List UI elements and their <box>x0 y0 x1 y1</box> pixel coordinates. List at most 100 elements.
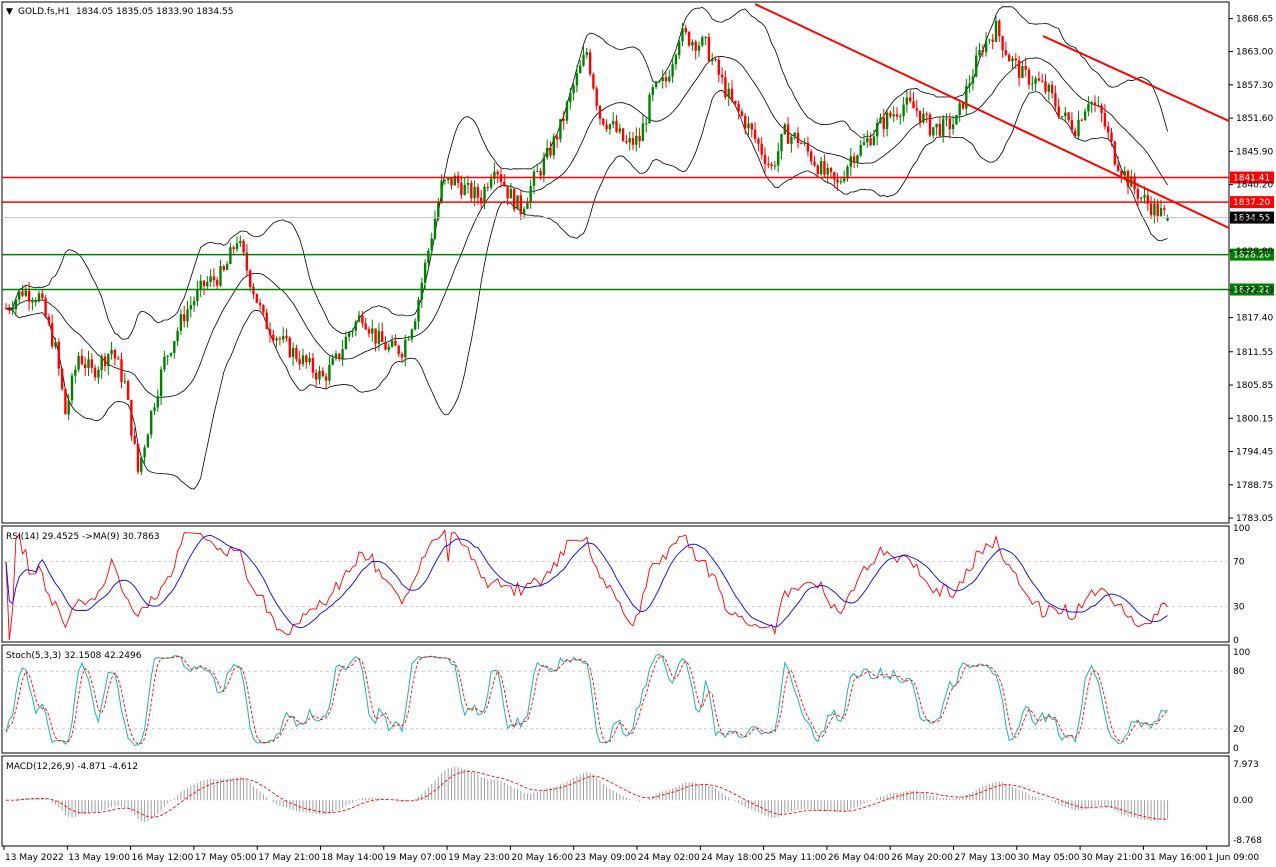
candle-body <box>529 186 532 203</box>
candle-body <box>641 123 645 142</box>
candle-body <box>668 76 671 82</box>
candle-body <box>562 119 565 121</box>
time-tick-label: 19 May 07:00 <box>385 853 447 863</box>
candle-body <box>948 118 951 130</box>
candle-body <box>18 291 21 300</box>
bollinger-bands <box>5 6 1168 490</box>
candle-body <box>1107 126 1110 133</box>
candle-body <box>869 138 872 146</box>
candle-body <box>107 354 110 367</box>
candle-body <box>1143 195 1146 198</box>
candle-body <box>1031 83 1034 85</box>
candle-body <box>470 182 473 199</box>
candle-body <box>476 186 480 198</box>
candle-body <box>338 353 341 359</box>
candle-body <box>493 171 496 179</box>
candle-body <box>183 314 186 322</box>
candle-body <box>130 399 133 436</box>
candle-body <box>526 202 529 209</box>
candle-body <box>143 447 146 458</box>
trendlines[interactable] <box>754 3 1230 229</box>
candle-body <box>8 308 11 310</box>
candle-body <box>169 353 173 356</box>
candle-body <box>519 195 522 215</box>
candle-body <box>54 341 57 347</box>
candle-body <box>489 178 493 188</box>
candle-body <box>579 65 582 74</box>
horizontal-levels[interactable]: 1841.41 1837.20 1828.20 1822.22 1834.55 <box>2 171 1274 296</box>
time-tick-label: 26 May 04:00 <box>828 853 890 863</box>
trendline-lower-channel[interactable] <box>754 3 1230 229</box>
candle-body <box>288 337 291 357</box>
candle-body <box>440 180 443 202</box>
candle-body <box>892 114 895 117</box>
candle-body <box>463 184 466 195</box>
candle-body <box>189 305 192 310</box>
candle-body <box>747 123 750 129</box>
time-tick-label: 20 May 16:00 <box>511 853 573 863</box>
candle-body <box>117 358 120 360</box>
time-tick-label: 24 May 02:00 <box>638 853 700 863</box>
candle-body <box>480 197 483 204</box>
candle-body <box>503 181 506 187</box>
candle-body <box>961 103 965 109</box>
candle-body <box>803 142 806 144</box>
candle-body <box>1060 116 1064 118</box>
candle-body <box>740 111 744 116</box>
rsi-ma-line <box>5 534 1168 629</box>
rsi-panel <box>1 525 1230 643</box>
candle-body <box>371 328 374 334</box>
level-tag-1828.20 <box>1230 248 1274 261</box>
candle-body <box>1067 112 1070 120</box>
stoch-tick-label: 100 <box>1233 648 1250 658</box>
level-label-1837.20: 1837.20 <box>1233 198 1270 208</box>
candle-body <box>222 266 225 270</box>
candle-body <box>810 151 813 162</box>
trendline-upper-channel[interactable] <box>1042 35 1230 122</box>
candle-body <box>902 104 905 117</box>
candle-body <box>780 133 783 152</box>
candle-body <box>998 20 1001 37</box>
level-tag-1822.22 <box>1230 283 1274 296</box>
candle-body <box>565 102 569 121</box>
candle-body <box>786 124 790 144</box>
candle-body <box>486 187 489 189</box>
candle-body <box>196 289 199 302</box>
candle-body <box>694 41 697 51</box>
candle-body <box>216 280 219 286</box>
candle-body <box>777 151 780 166</box>
candle-body <box>87 359 90 369</box>
candle-body <box>414 321 417 330</box>
level-label-1828.20: 1828.20 <box>1233 251 1270 261</box>
candle-body <box>605 124 608 130</box>
candle-body <box>928 114 932 136</box>
candle-body <box>1136 189 1140 199</box>
candle-body <box>773 165 777 167</box>
candle-body <box>348 332 351 337</box>
candle-body <box>242 240 245 253</box>
candle-body <box>595 88 598 106</box>
candle-body <box>938 123 942 136</box>
stoch-tick-label: 80 <box>1233 667 1245 677</box>
candle-body <box>133 435 136 444</box>
candle-body <box>915 108 918 111</box>
candle-body <box>150 411 153 435</box>
candle-body <box>11 309 14 311</box>
rsi-indicator: 100 70 30 0 <box>2 524 1250 646</box>
candle-body <box>447 178 450 181</box>
candle-body <box>975 55 978 77</box>
candle-body <box>60 368 64 390</box>
collapse-triangle-icon[interactable]: ▼ <box>6 7 13 17</box>
candle-body <box>179 314 183 331</box>
candle-body <box>417 299 420 322</box>
candle-body <box>262 305 265 313</box>
candle-body <box>321 370 324 377</box>
candle-body <box>1149 203 1153 216</box>
price-tick-label: 1822.10 <box>1236 286 1273 296</box>
candle-body <box>77 355 80 370</box>
candle-body <box>258 302 262 306</box>
candle-body <box>374 328 377 344</box>
candle-body <box>37 293 41 302</box>
time-tick-label: 13 May 2022 <box>5 853 64 863</box>
